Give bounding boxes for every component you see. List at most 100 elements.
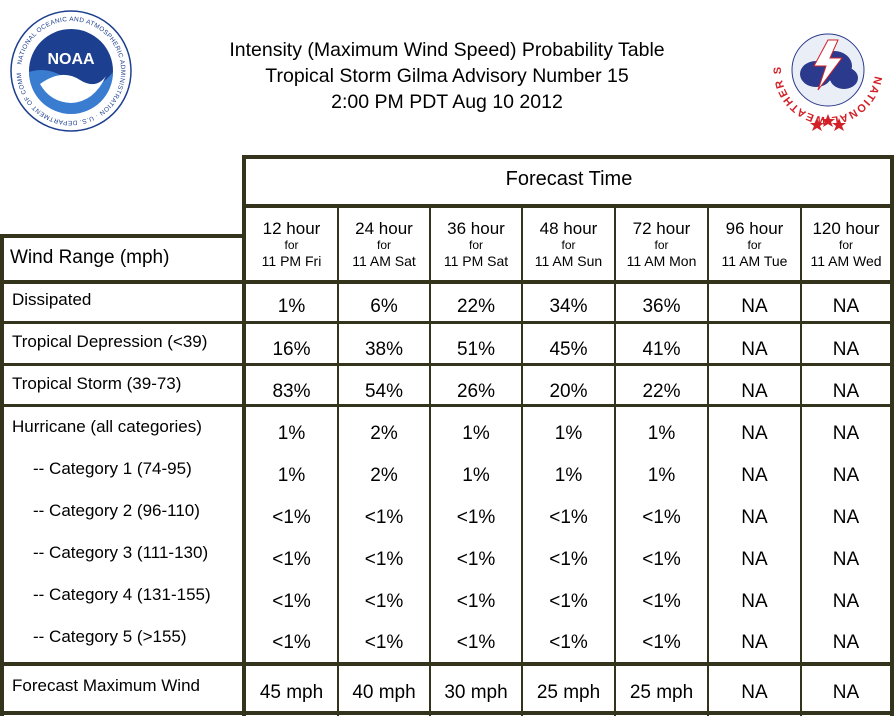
- probability-cell: 1%: [462, 423, 490, 444]
- probability-cell: 16%: [272, 339, 311, 360]
- probability-cell: NA: [832, 465, 860, 486]
- column-for: for: [284, 238, 299, 252]
- probability-cell: <1%: [642, 632, 681, 653]
- title-block: Intensity (Maximum Wind Speed) Probabili…: [150, 37, 744, 115]
- probability-cell: 1%: [277, 296, 306, 317]
- probability-cell: 45%: [549, 339, 588, 360]
- probability-cell: <1%: [549, 591, 588, 612]
- probability-cell: NA: [741, 465, 768, 486]
- title-line-3: 2:00 PM PDT Aug 10 2012: [331, 91, 563, 113]
- probability-cell: NA: [741, 507, 768, 528]
- probability-cell: NA: [832, 339, 860, 360]
- probability-cell: 36%: [642, 296, 681, 317]
- noaa-logo: NATIONAL OCEANIC AND ATMOSPHERIC ADMINIS…: [10, 10, 132, 132]
- column-header: 96 hour for 11 AM Tue: [709, 219, 800, 270]
- probability-cell: 1%: [554, 423, 583, 444]
- probability-cell: NA: [741, 296, 768, 317]
- column-header: 24 hour for 11 AM Sat: [339, 219, 429, 270]
- probability-cell: <1%: [456, 549, 496, 570]
- column-header: 36 hour for 11 PM Sat: [431, 219, 521, 270]
- probability-cell: 22%: [456, 296, 496, 317]
- probability-cell: <1%: [272, 632, 311, 653]
- row-label: Dissipated: [12, 290, 92, 309]
- column-time: 11 AM Tue: [721, 253, 788, 269]
- row-label: -- Category 1 (74-95): [33, 459, 192, 478]
- probability-cell: 1%: [647, 465, 676, 486]
- probability-cell: <1%: [272, 549, 311, 570]
- probability-cell: 1%: [462, 465, 490, 486]
- column-hours: 36 hour: [447, 219, 505, 238]
- column-for: for: [838, 238, 853, 252]
- probability-cell: 51%: [456, 339, 496, 360]
- probability-cell: 34%: [549, 296, 588, 317]
- column-for: for: [747, 238, 762, 252]
- probability-cell: 40 mph: [352, 682, 416, 703]
- probability-cell: <1%: [272, 591, 311, 612]
- probability-cell: NA: [741, 549, 768, 570]
- row-label: Tropical Storm (39-73): [12, 374, 182, 393]
- probability-cell: <1%: [456, 507, 496, 528]
- probability-cell: 38%: [364, 339, 404, 360]
- probability-cell: 2%: [370, 423, 398, 444]
- probability-cell: 1%: [277, 465, 306, 486]
- column-hours: 48 hour: [539, 219, 598, 238]
- probability-cell: NA: [741, 423, 768, 444]
- row-label: -- Category 4 (131-155): [33, 585, 211, 604]
- probability-cell: <1%: [549, 549, 588, 570]
- column-for: for: [468, 238, 483, 252]
- probability-cell: NA: [832, 423, 860, 444]
- column-header: 48 hour for 11 AM Sun: [523, 219, 614, 270]
- probability-cell: <1%: [364, 507, 404, 528]
- title-line-2: Tropical Storm Gilma Advisory Number 15: [265, 65, 629, 87]
- probability-cell: 2%: [370, 465, 398, 486]
- row-label: -- Category 5 (>155): [33, 627, 187, 646]
- probability-cell: 54%: [364, 381, 404, 402]
- probability-cell: <1%: [549, 507, 588, 528]
- column-header: 72 hour for 11 AM Mon: [616, 219, 707, 270]
- probability-cell: <1%: [364, 549, 404, 570]
- probability-cell: NA: [741, 339, 768, 360]
- probability-cell: 25 mph: [629, 682, 694, 703]
- probability-cell: NA: [741, 591, 768, 612]
- column-time: 11 AM Wed: [810, 253, 882, 269]
- probability-cell: NA: [832, 381, 860, 402]
- probability-cell: 25 mph: [536, 682, 601, 703]
- column-hours: 12 hour: [262, 219, 321, 238]
- probability-cell: NA: [741, 381, 768, 402]
- probability-cell: NA: [741, 682, 768, 703]
- probability-cell: 83%: [272, 381, 311, 402]
- column-for: for: [376, 238, 391, 252]
- probability-cell: 22%: [642, 381, 681, 402]
- probability-cell: <1%: [642, 549, 681, 570]
- column-time: 11 PM Fri: [261, 253, 322, 269]
- column-time: 11 AM Mon: [626, 253, 697, 269]
- column-hours: 72 hour: [632, 219, 691, 238]
- probability-cell: 1%: [647, 423, 676, 444]
- probability-cell: 1%: [554, 465, 583, 486]
- probability-cell: 20%: [549, 381, 588, 402]
- probability-cell: NA: [832, 507, 860, 528]
- column-hours: 120 hour: [812, 219, 880, 238]
- probability-cell: 26%: [456, 381, 496, 402]
- title-line-1: Intensity (Maximum Wind Speed) Probabili…: [229, 39, 665, 61]
- probability-cell: 1%: [277, 423, 306, 444]
- probability-cell: 6%: [370, 296, 398, 317]
- column-time: 11 PM Sat: [443, 253, 509, 269]
- probability-cell: 45 mph: [259, 682, 324, 703]
- wind-range-header: Wind Range (mph): [10, 247, 170, 268]
- column-header: 120 hour for 11 AM Wed: [802, 219, 890, 270]
- probability-cell: NA: [832, 682, 860, 703]
- probability-cell: NA: [741, 632, 768, 653]
- row-label: Tropical Depression (<39): [12, 332, 208, 351]
- probability-cell: NA: [832, 591, 860, 612]
- probability-cell: <1%: [642, 507, 681, 528]
- probability-cell: <1%: [642, 591, 681, 612]
- probability-cell: NA: [832, 296, 860, 317]
- probability-cell: <1%: [364, 632, 404, 653]
- row-label: Forecast Maximum Wind: [12, 676, 200, 695]
- probability-cell: <1%: [364, 591, 404, 612]
- probability-cell: <1%: [456, 632, 496, 653]
- column-hours: 96 hour: [725, 219, 784, 238]
- column-header: 12 hour for 11 PM Fri: [246, 219, 337, 270]
- nws-logo: NATIONAL WEATHER SERVICE: [772, 8, 882, 131]
